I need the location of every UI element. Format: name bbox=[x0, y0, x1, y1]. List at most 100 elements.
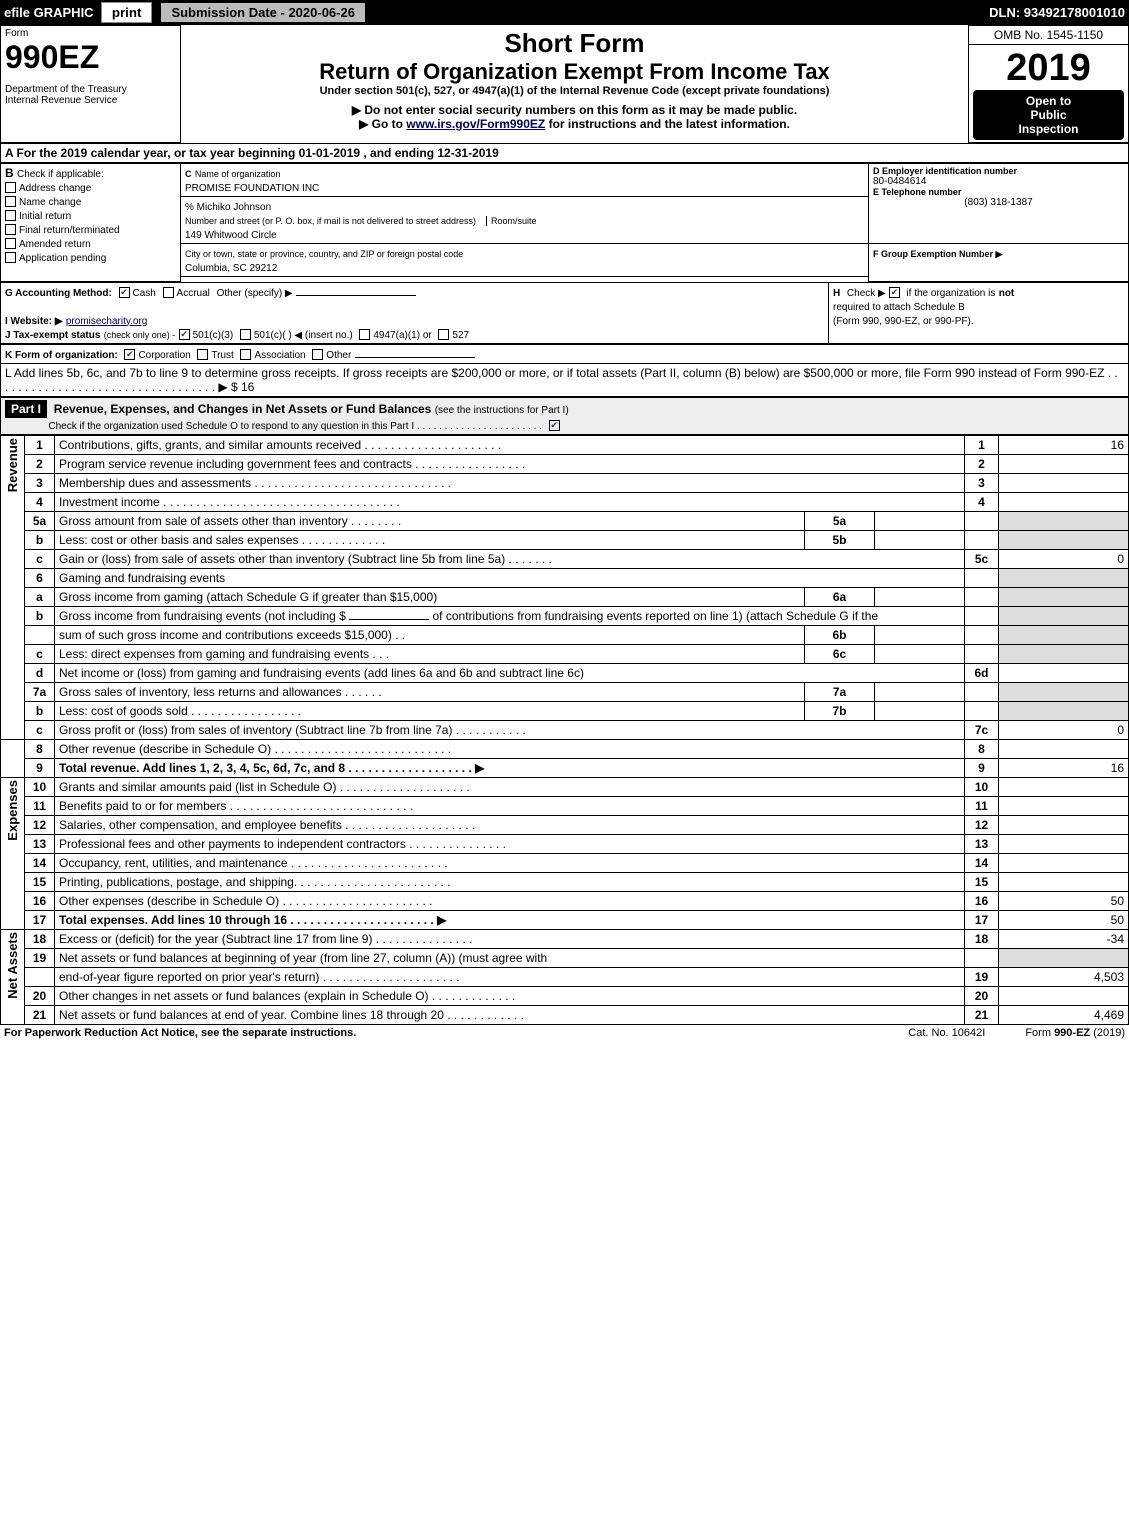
checkbox-h[interactable] bbox=[889, 287, 900, 298]
ln-18-text: Excess or (deficit) for the year (Subtra… bbox=[55, 929, 965, 948]
ln-21-ref: 21 bbox=[965, 1005, 999, 1024]
ln-6-amt bbox=[999, 568, 1129, 587]
ln-4-ref: 4 bbox=[965, 492, 999, 511]
ln-5a-num: 5a bbox=[25, 511, 55, 530]
ln-5b-amt bbox=[999, 530, 1129, 549]
lbl-name-change: Name change bbox=[19, 197, 81, 208]
g-label: G Accounting Method: bbox=[5, 288, 112, 299]
ln-6b-blank[interactable] bbox=[349, 619, 429, 620]
ln-18-num: 18 bbox=[25, 929, 55, 948]
checkbox-app-pending[interactable] bbox=[5, 252, 16, 263]
website-link[interactable]: promisecharity.org bbox=[66, 316, 148, 327]
ln-6b-amt-x bbox=[999, 606, 1129, 625]
b-check-label: Check if applicable: bbox=[17, 169, 104, 180]
checkbox-assoc[interactable] bbox=[240, 349, 251, 360]
part1-badge: Part I bbox=[5, 400, 47, 418]
ln-8-ref: 8 bbox=[965, 739, 999, 758]
checkbox-trust[interactable] bbox=[197, 349, 208, 360]
checkbox-initial[interactable] bbox=[5, 210, 16, 221]
ln-21-text: Net assets or fund balances at end of ye… bbox=[55, 1005, 965, 1024]
ln-9-text: Total revenue. Add lines 1, 2, 3, 4, 5c,… bbox=[55, 758, 965, 777]
checkbox-final[interactable] bbox=[5, 224, 16, 235]
irs-link[interactable]: www.irs.gov/Form990EZ bbox=[406, 117, 545, 131]
ln-16-amt: 50 bbox=[999, 891, 1129, 910]
ln-6c-num: c bbox=[25, 644, 55, 663]
ln-3-ref: 3 bbox=[965, 473, 999, 492]
notice-link: ▶ Go to www.irs.gov/Form990EZ for instru… bbox=[185, 117, 964, 131]
subtitle: Under section 501(c), 527, or 4947(a)(1)… bbox=[185, 85, 964, 97]
checkbox-cash[interactable] bbox=[119, 287, 130, 298]
open-public-box: Open to Public Inspection bbox=[973, 90, 1124, 140]
ln-6b2-num bbox=[25, 625, 55, 644]
ln-9-amt: 16 bbox=[999, 758, 1129, 777]
ln-5b-ref bbox=[965, 530, 999, 549]
checkbox-corp[interactable] bbox=[124, 349, 135, 360]
ln-21-num: 21 bbox=[25, 1005, 55, 1024]
lbl-app-pending: Application pending bbox=[19, 253, 106, 264]
lbl-address-change: Address change bbox=[19, 183, 91, 194]
checkbox-address[interactable] bbox=[5, 182, 16, 193]
ln-6d-num: d bbox=[25, 663, 55, 682]
ln-7c-num: c bbox=[25, 720, 55, 739]
h-label: H bbox=[833, 288, 840, 299]
ln-19-amt-x bbox=[999, 948, 1129, 967]
ln-6b-text: Gross income from fundraising events (no… bbox=[55, 606, 965, 625]
checkbox-part1-scho[interactable] bbox=[549, 420, 560, 431]
ln-8-num: 8 bbox=[25, 739, 55, 758]
k-other-input[interactable] bbox=[355, 357, 475, 358]
checkbox-accrual[interactable] bbox=[163, 287, 174, 298]
short-form-title: Short Form bbox=[185, 28, 964, 59]
ln-15-text: Printing, publications, postage, and shi… bbox=[55, 872, 965, 891]
ln-7c-ref: 7c bbox=[965, 720, 999, 739]
h-not: not bbox=[999, 288, 1015, 299]
phone: (803) 318-1387 bbox=[873, 197, 1124, 208]
netassets-label: Net Assets bbox=[5, 932, 20, 999]
j-label: J Tax-exempt status bbox=[5, 330, 100, 341]
ln-12-amt bbox=[999, 815, 1129, 834]
ln-5a-text: Gross amount from sale of assets other t… bbox=[55, 511, 805, 530]
checkbox-527[interactable] bbox=[438, 329, 449, 340]
ln-6a-amt bbox=[999, 587, 1129, 606]
ln-5a-subamt bbox=[875, 511, 965, 530]
ln-6b-subamt bbox=[875, 625, 965, 644]
dln-label: DLN: 93492178001010 bbox=[989, 5, 1125, 20]
print-button[interactable]: print bbox=[101, 2, 153, 23]
ln-20-text: Other changes in net assets or fund bala… bbox=[55, 986, 965, 1005]
ln-15-num: 15 bbox=[25, 872, 55, 891]
h-text1: Check ▶ bbox=[847, 288, 886, 299]
ln-6a-text: Gross income from gaming (attach Schedul… bbox=[55, 587, 805, 606]
ln-4-amt bbox=[999, 492, 1129, 511]
checkbox-501c3[interactable] bbox=[179, 329, 190, 340]
checkbox-501c[interactable] bbox=[240, 329, 251, 340]
co-name: % Michiko Johnson bbox=[185, 202, 271, 213]
ln-5b-subamt bbox=[875, 530, 965, 549]
notice-ssn: ▶ Do not enter social security numbers o… bbox=[185, 103, 964, 117]
other-method-input[interactable] bbox=[296, 295, 416, 296]
lbl-501c: 501(c)( ) ◀ (insert no.) bbox=[254, 330, 353, 341]
ln-3-num: 3 bbox=[25, 473, 55, 492]
footer-left: For Paperwork Reduction Act Notice, see … bbox=[4, 1027, 356, 1039]
footer-right: Form 990-EZ (2019) bbox=[1025, 1027, 1125, 1039]
ln-6c-ref bbox=[965, 644, 999, 663]
ln-17-text: Total expenses. Add lines 10 through 16 … bbox=[55, 910, 965, 929]
checkbox-4947[interactable] bbox=[359, 329, 370, 340]
ln-17-num: 17 bbox=[25, 910, 55, 929]
checkbox-k-other[interactable] bbox=[312, 349, 323, 360]
room-label: Room/suite bbox=[486, 216, 537, 226]
f-label: F Group Exemption Number ▶ bbox=[873, 249, 1002, 259]
ln-16-ref: 16 bbox=[965, 891, 999, 910]
part1-header: Part I Revenue, Expenses, and Changes in… bbox=[0, 397, 1129, 435]
ln-6c-text: Less: direct expenses from gaming and fu… bbox=[55, 644, 805, 663]
lbl-amended-return: Amended return bbox=[19, 239, 91, 250]
checkbox-amended[interactable] bbox=[5, 238, 16, 249]
checkbox-name[interactable] bbox=[5, 196, 16, 207]
ln-7b-num: b bbox=[25, 701, 55, 720]
c-name-label: Name of organization bbox=[195, 169, 281, 179]
lbl-trust: Trust bbox=[211, 350, 233, 361]
ln-10-num: 10 bbox=[25, 777, 55, 796]
efile-label: efile GRAPHIC bbox=[4, 5, 94, 20]
ln-18-amt: -34 bbox=[999, 929, 1129, 948]
city-label: City or town, state or province, country… bbox=[185, 249, 463, 259]
lines-table: Revenue 1 Contributions, gifts, grants, … bbox=[0, 435, 1129, 1025]
ln-2-amt bbox=[999, 454, 1129, 473]
